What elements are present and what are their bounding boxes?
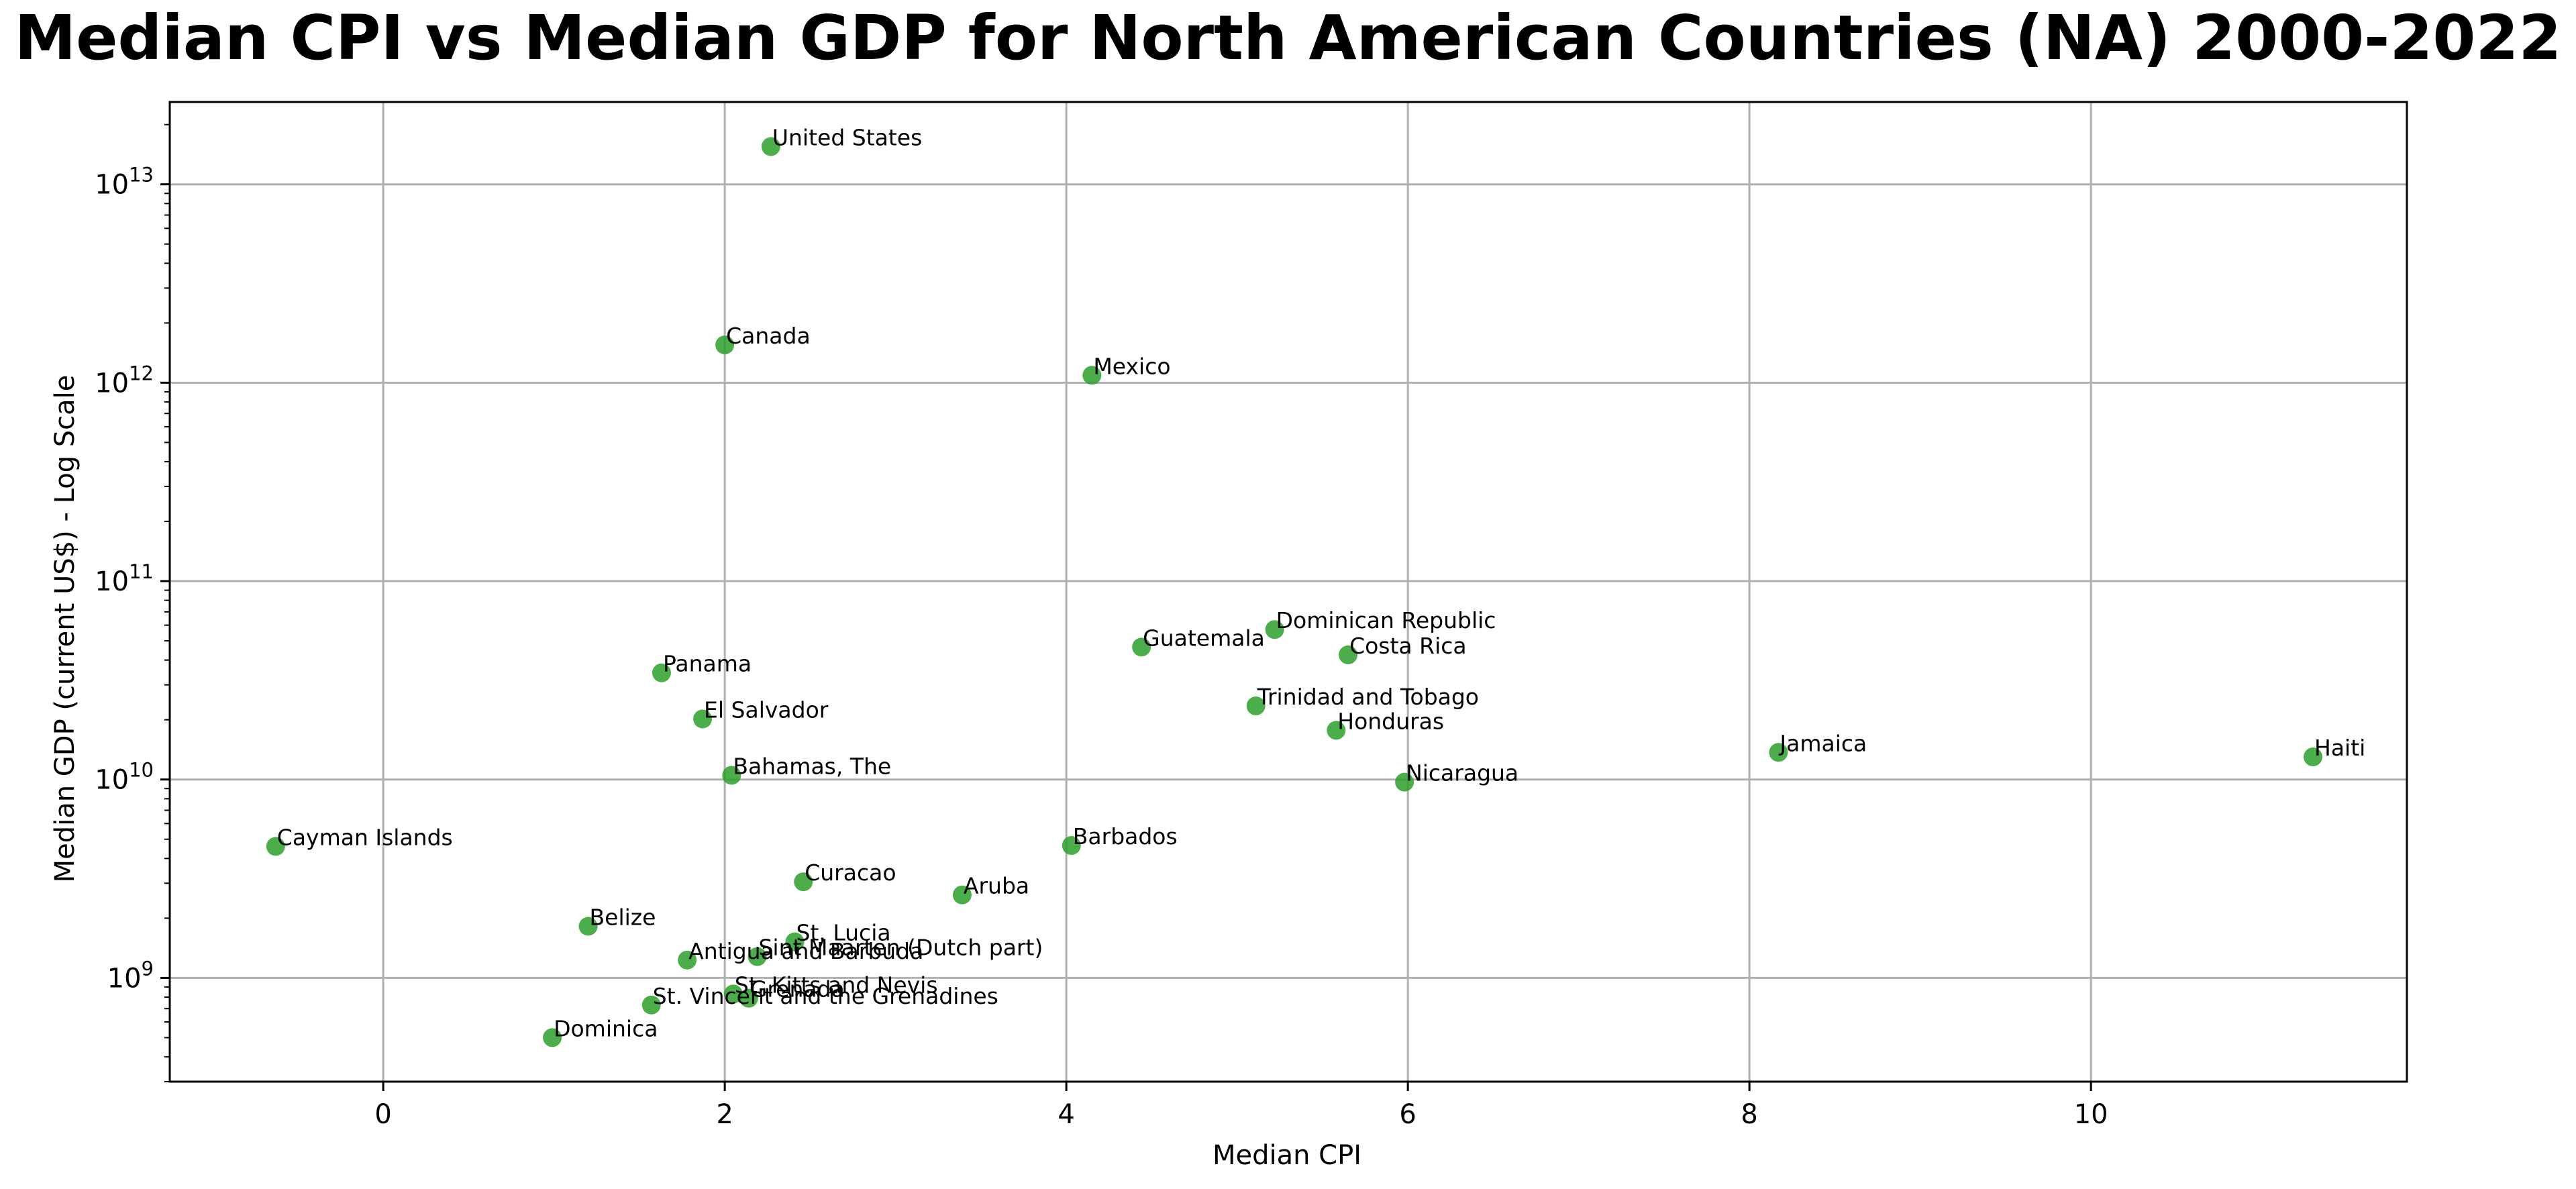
point-label: Honduras <box>1337 708 1444 734</box>
scatter-point <box>1062 836 1081 856</box>
y-tick-label: 1010 <box>95 759 154 796</box>
scatter-point <box>652 663 671 682</box>
scatter-point <box>739 988 758 1008</box>
scatter-point <box>748 947 767 966</box>
scatter-point <box>1769 743 1788 762</box>
scatter-point <box>785 932 805 951</box>
point-label: Costa Rica <box>1349 633 1467 659</box>
y-tick-label: 109 <box>107 957 154 994</box>
scatter-point <box>723 984 743 1004</box>
scatter-point <box>693 709 713 729</box>
point-label: Sint Maarten (Dutch part) <box>758 935 1043 961</box>
point-label: St. Lucia <box>796 920 890 946</box>
point-label: Mexico <box>1093 353 1170 379</box>
axis-ticks <box>160 123 2092 1091</box>
point-label: Dominican Republic <box>1276 607 1496 633</box>
y-tick-label: 1012 <box>95 362 154 399</box>
x-tick-label: 10 <box>2074 1099 2108 1130</box>
point-labels: United States Canada Mexico Dominican Repub… <box>277 124 2366 1041</box>
scatter-point <box>952 885 972 904</box>
plot-frame <box>168 101 2408 1083</box>
point-label: Grenada <box>750 976 845 1002</box>
point-label: El Salvador <box>704 696 829 723</box>
point-label: Antigua and Barbuda <box>688 938 923 964</box>
point-label: Panama <box>663 651 752 677</box>
x-tick-label: 8 <box>1741 1099 1757 1130</box>
scatter-point <box>794 872 813 892</box>
scatter-point <box>2304 747 2323 767</box>
point-label: Bahamas, The <box>733 753 891 779</box>
scatter-point <box>578 917 598 936</box>
point-label: Trinidad and Tobago <box>1257 684 1479 710</box>
scatter-point <box>1132 637 1151 657</box>
point-label: Barbados <box>1073 823 1178 849</box>
scatter-point <box>1265 620 1284 639</box>
point-label: Guatemala <box>1143 625 1265 651</box>
scatter-point <box>641 995 661 1015</box>
x-tick-label: 2 <box>716 1099 733 1130</box>
scatter-point <box>678 950 697 970</box>
point-label: Belize <box>590 904 656 931</box>
scatter-point <box>1339 645 1358 664</box>
point-label: St. Vincent and the Grenadines <box>653 983 998 1009</box>
grid-lines <box>170 102 2407 1082</box>
scatter-point <box>1246 696 1266 716</box>
chart-title: Median CPI vs Median GDP for North Ameri… <box>15 2 2562 74</box>
x-tick-labels: 0 2 4 6 8 10 <box>374 1099 2108 1130</box>
scatter-point <box>543 1028 562 1047</box>
x-axis-label: Median CPI <box>1213 1140 1361 1171</box>
scatter-point <box>266 837 285 856</box>
x-tick-label: 6 <box>1399 1099 1416 1130</box>
point-label: Jamaica <box>1778 730 1867 756</box>
point-label: United States <box>772 124 922 150</box>
point-label: Nicaragua <box>1406 760 1518 786</box>
scatter-point <box>1395 772 1414 792</box>
scatter-point <box>1327 721 1346 740</box>
scatter-point <box>715 335 735 355</box>
point-label: Curacao <box>805 860 896 886</box>
point-label: Cayman Islands <box>277 824 453 850</box>
y-axis-label: Median GDP (current US$) - Log Scale <box>50 375 81 883</box>
scatter-point <box>1082 366 1102 385</box>
y-tick-label: 1011 <box>95 560 154 597</box>
point-label: Haiti <box>2314 735 2365 761</box>
y-tick-label: 1013 <box>95 164 154 201</box>
scatter-points <box>266 137 2323 1047</box>
point-label: Aruba <box>964 873 1029 899</box>
x-tick-label: 0 <box>374 1099 391 1130</box>
x-tick-label: 4 <box>1058 1099 1074 1130</box>
point-label: St. Kitts and Nevis <box>735 972 938 998</box>
point-label: Canada <box>726 323 811 349</box>
point-label: Dominica <box>554 1015 658 1041</box>
scatter-point <box>722 766 741 785</box>
scatter-point <box>761 137 780 156</box>
y-tick-labels: 109 1010 1011 1012 1013 <box>95 164 154 994</box>
